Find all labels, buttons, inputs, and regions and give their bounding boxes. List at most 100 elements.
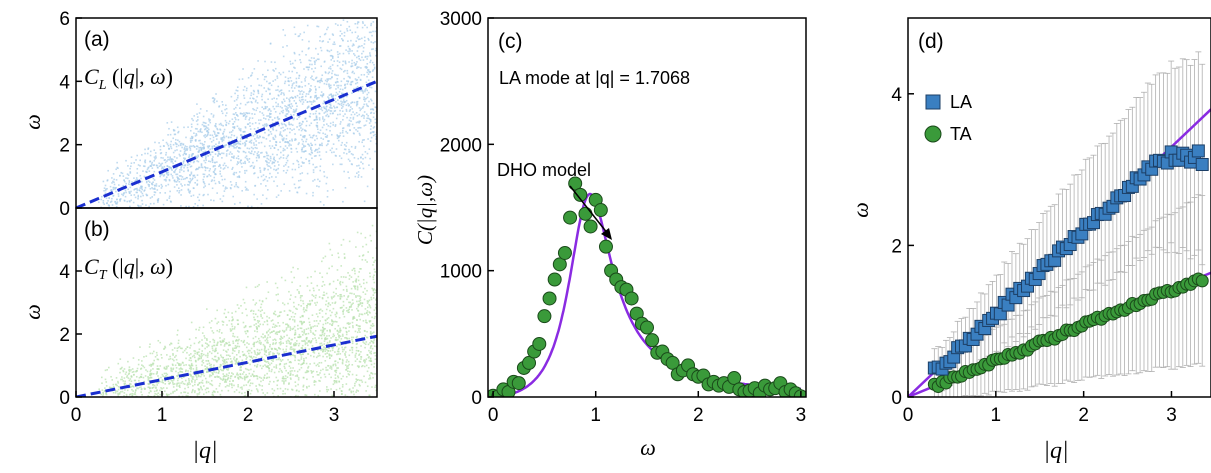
cloud-point [302,385,305,388]
cloud-point [174,169,176,172]
cloud-point [339,293,341,296]
cloud-point [380,298,382,300]
cloud-point [274,111,277,113]
cloud-point [263,321,266,323]
cloud-point [300,321,303,323]
cloud-point [199,355,201,357]
cloud-point [250,347,253,350]
cloud-point [176,166,178,169]
cloud-point [316,126,319,128]
cloud-point [233,120,236,123]
cloud-point [212,344,215,347]
cloud-point [339,327,341,330]
cloud-point [226,378,229,381]
cloud-point [369,272,371,274]
cloud-point [374,351,376,354]
cloud-point [223,162,226,165]
cloud-point [288,383,290,385]
cloud-point [258,156,260,159]
cloud-point [264,364,266,366]
cloud-point [189,137,192,140]
cloud-point [196,156,198,159]
cloud-point [353,317,356,319]
cloud-point [263,377,266,379]
cloud-point [213,390,216,393]
cloud-point [366,117,368,120]
cloud-point [310,340,312,343]
cloud-point [371,224,374,227]
cloud-point [133,379,136,382]
cloud-point [380,307,382,309]
cloud-point [299,100,302,103]
cloud-point [344,148,347,151]
cloud-point [142,194,144,197]
cloud-point [325,348,328,351]
cloud-point [335,339,338,342]
cloud-point [320,91,323,93]
cloud-point [223,135,225,138]
cloud-point [210,374,213,377]
cloud-point [315,148,317,151]
cloud-point [250,150,253,153]
cloud-point [350,39,352,42]
cloud-point [111,386,113,389]
cloud-point [284,124,287,126]
cloud-point [305,54,307,56]
panel-a-y-tick-label: 6 [59,9,70,30]
cloud-point [115,190,117,193]
cloud-point [150,369,152,371]
cloud-point [301,90,303,92]
cloud-point [340,377,343,380]
cloud-point [366,96,369,99]
cloud-point [245,384,248,386]
cloud-point [161,357,163,359]
cloud-point [381,19,383,21]
cloud-point [170,342,173,345]
cloud-point [130,375,133,378]
cloud-point [372,376,374,379]
cloud-point [150,364,153,366]
cloud-point [330,368,333,370]
cloud-point [287,104,290,107]
cloud-point [347,360,350,363]
cloud-point [243,343,246,346]
cloud-point [368,164,370,166]
cloud-point [261,317,264,319]
cloud-point [204,377,207,380]
cloud-point [326,113,329,116]
cloud-point [220,364,222,366]
cloud-point [189,139,192,142]
cloud-point [278,370,280,373]
cloud-point [229,181,232,183]
cloud-point [350,276,353,278]
cloud-point [194,127,197,130]
cloud-point [336,350,339,353]
cloud-point [368,148,371,150]
cloud-point [341,386,344,388]
cloud-point [189,364,191,367]
cloud-point [152,188,155,190]
cloud-point [151,161,153,164]
cloud-point [358,383,361,386]
cloud-point [335,81,337,84]
cloud-point [191,139,193,142]
cloud-point [341,127,344,130]
cloud-point [378,124,380,126]
cloud-point [285,105,288,108]
cloud-point [196,395,199,397]
cloud-point [278,314,281,317]
cloud-point [357,90,360,93]
cloud-point [265,160,268,163]
cloud-point [362,46,365,49]
cloud-point [277,331,280,333]
cloud-point [123,200,126,202]
cloud-point [163,179,166,181]
cloud-point [272,126,274,129]
cloud-point [215,360,218,362]
cloud-point [262,124,264,127]
cloud-point [199,385,202,388]
cloud-point [342,129,344,132]
cloud-point [237,361,239,364]
cloud-point [115,168,117,171]
cloud-point [354,145,357,148]
